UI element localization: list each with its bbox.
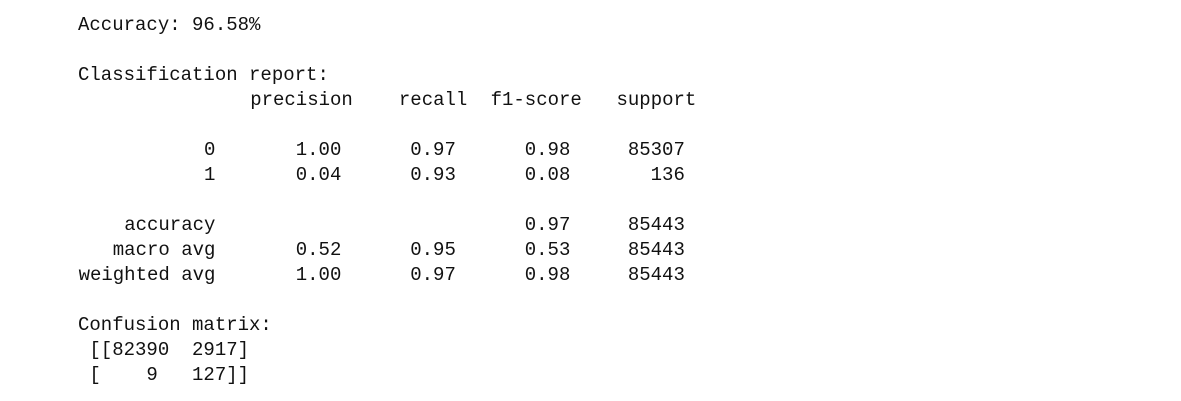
- cell-value: 85443: [627, 264, 685, 286]
- row-label: accuracy: [124, 214, 216, 236]
- cell-value: 0.04: [295, 164, 342, 186]
- cell-value: 0.97: [524, 214, 571, 236]
- report-title: Classification report:: [78, 64, 329, 86]
- cell-value: 136: [650, 164, 685, 186]
- accuracy-line: Accuracy: 96.58%: [78, 14, 261, 36]
- cell-value: 0.95: [410, 239, 456, 261]
- column-header: support: [616, 89, 697, 111]
- cell-value: 85443: [627, 214, 685, 236]
- cell-value: 0.93: [410, 164, 456, 186]
- cell-value: 0.52: [295, 239, 342, 261]
- column-header: precision: [250, 89, 353, 111]
- row-label: macro avg: [112, 239, 216, 261]
- cell-value: 0.08: [524, 164, 571, 186]
- cell-value: 0.98: [524, 139, 571, 161]
- cell-value: 0.53: [524, 239, 571, 261]
- cell-value: 0.97: [410, 139, 456, 161]
- matrix-line: [ 9 127]]: [78, 364, 250, 386]
- row-label: 0: [204, 139, 216, 161]
- cell-value: 0.97: [410, 264, 456, 286]
- column-header: recall: [398, 89, 468, 111]
- row-label: weighted avg: [78, 264, 216, 286]
- cell-value: 0.98: [524, 264, 571, 286]
- matrix-title: Confusion matrix:: [78, 314, 272, 336]
- cell-value: 85307: [627, 139, 685, 161]
- cell-value: 1.00: [295, 264, 342, 286]
- cell-value: 1.00: [295, 139, 342, 161]
- row-label: 1: [204, 164, 216, 186]
- column-header: f1-score: [490, 89, 582, 111]
- matrix-line: [[82390 2917]: [78, 339, 250, 361]
- cell-value: 85443: [627, 239, 685, 261]
